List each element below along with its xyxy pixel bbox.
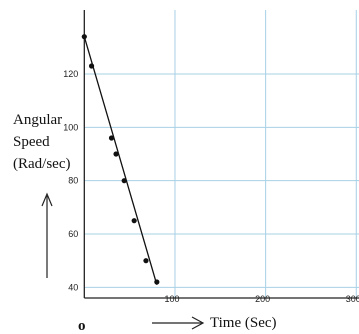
y-axis-label-line-2: Speed — [13, 134, 50, 150]
y-tick-label-40: 40 — [68, 282, 78, 292]
origin-label: o — [78, 318, 86, 334]
data-point-5 — [121, 178, 127, 184]
x-tick-label-300: 300 — [346, 294, 359, 304]
y-axis-label-line-3: (Rad/sec) — [13, 156, 70, 172]
y-tick-labels: 40 60 80 100 120 — [63, 69, 78, 292]
y-tick-label-80: 80 — [68, 176, 78, 186]
data-point-8 — [154, 279, 160, 285]
data-point-4 — [113, 151, 119, 157]
y-axis-up-arrow — [41, 192, 53, 278]
x-axis-label: Time (Sec) — [210, 315, 277, 331]
axes — [83, 10, 359, 299]
data-point-2 — [88, 63, 95, 69]
x-tick-labels: 100 200 300 — [164, 294, 359, 304]
fit-line — [83, 36, 158, 285]
y-tick-label-100: 100 — [63, 122, 78, 132]
grid — [84, 10, 359, 298]
x-axis-right-arrow — [152, 316, 205, 330]
y-tick-label-120: 120 — [63, 69, 78, 79]
y-tick-label-60: 60 — [68, 229, 78, 239]
data-points — [81, 34, 160, 285]
x-tick-label-200: 200 — [255, 294, 270, 304]
y-axis-label-line-1: Angular — [13, 112, 62, 128]
data-point-1 — [81, 34, 87, 40]
data-point-3 — [108, 135, 115, 141]
data-point-6 — [131, 218, 137, 224]
x-tick-label-100: 100 — [164, 294, 179, 304]
data-point-7 — [143, 258, 149, 264]
